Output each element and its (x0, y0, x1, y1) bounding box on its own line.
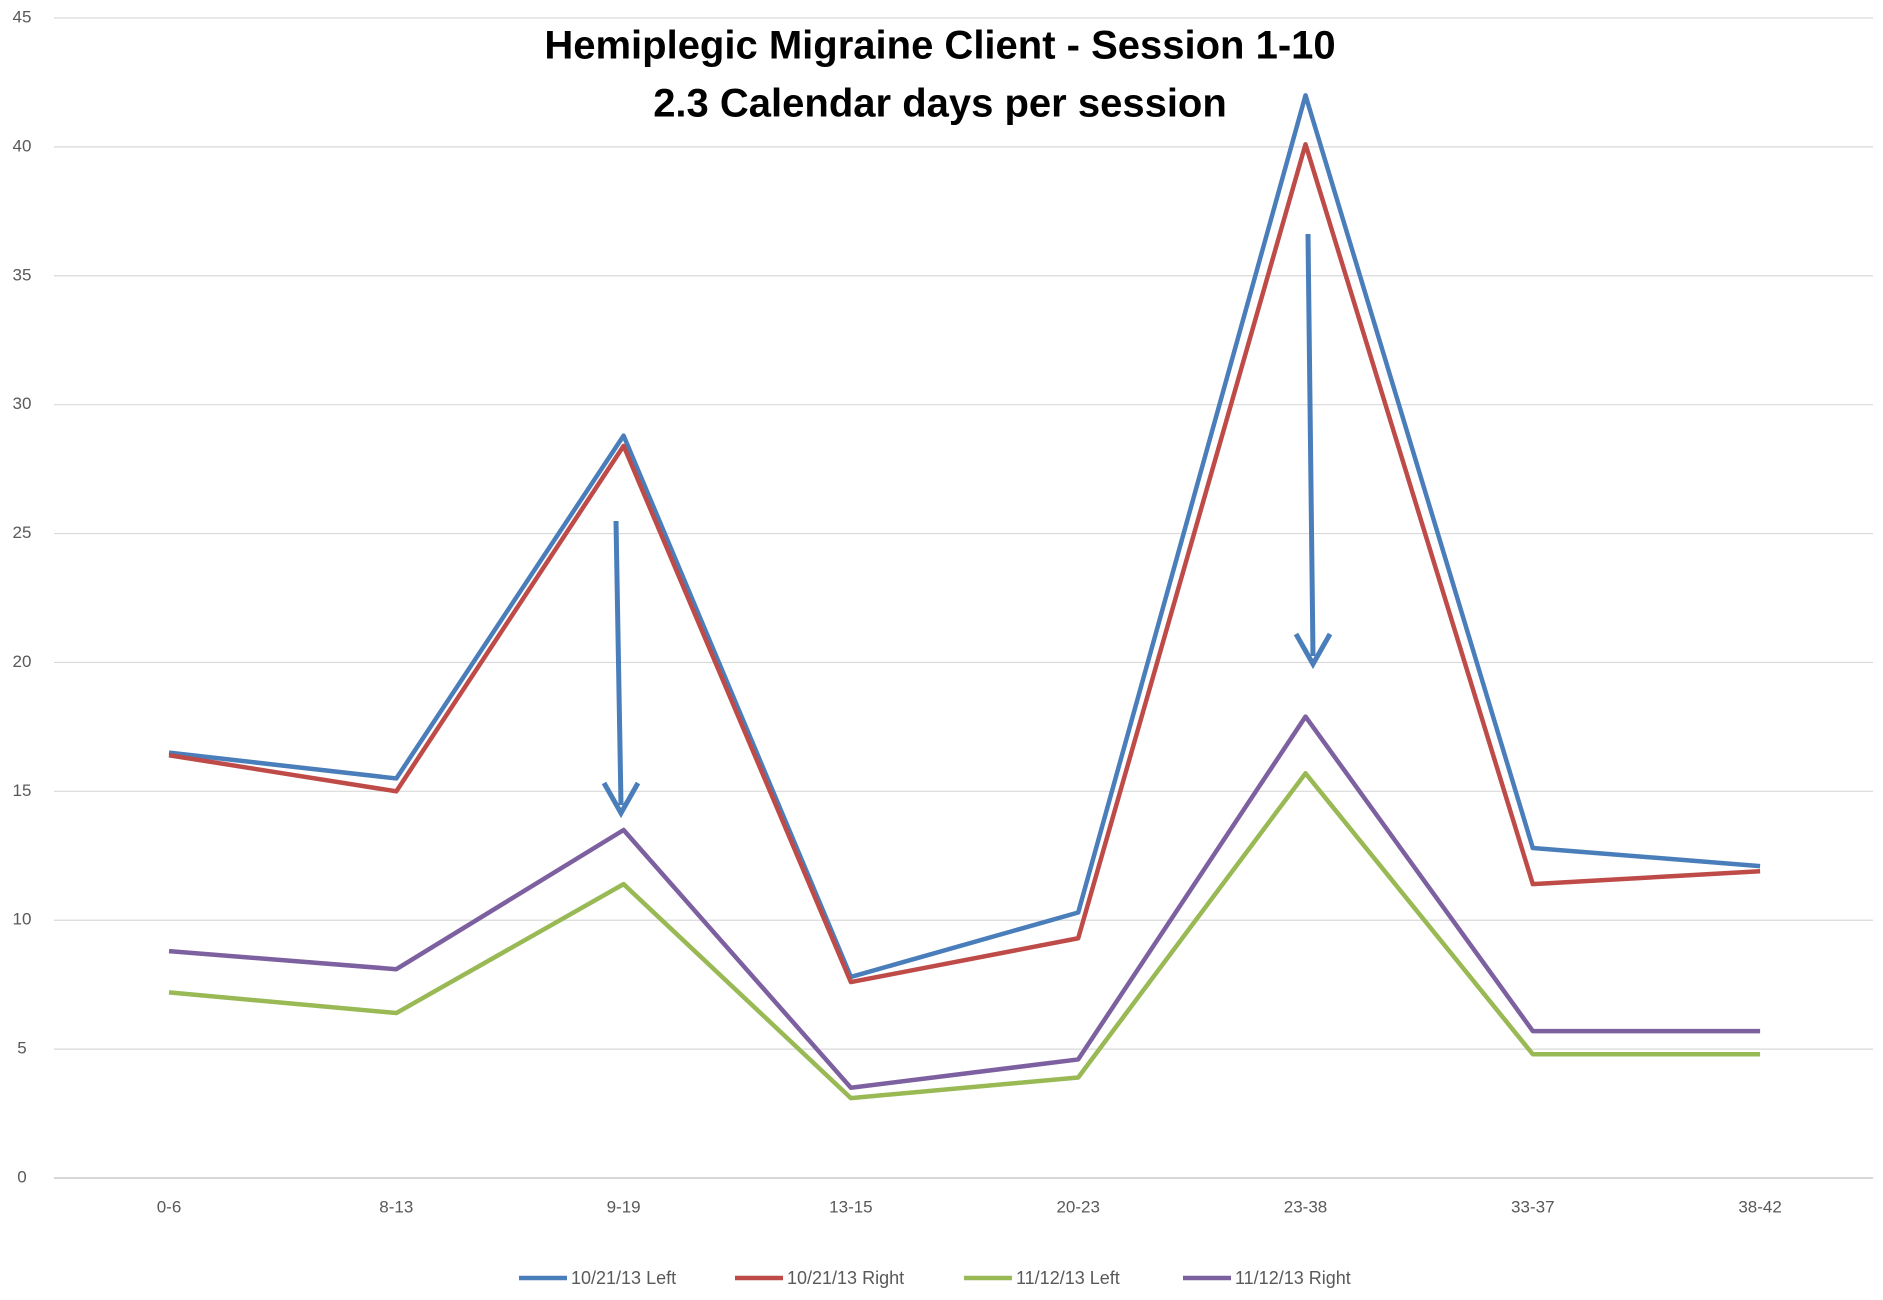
legend-label: 10/21/13 Left (571, 1268, 676, 1288)
y-tick-label: 35 (13, 265, 32, 284)
arrow (1305, 233, 1316, 657)
y-tick-label: 25 (13, 523, 32, 542)
y-tick-label: 10 (13, 910, 32, 929)
y-tick-label: 40 (13, 136, 32, 155)
series-line (168, 93, 1761, 980)
x-tick-label: 0-6 (157, 1197, 182, 1216)
arrow (613, 520, 624, 806)
y-tick-label: 15 (13, 781, 32, 800)
arrow-head (601, 781, 641, 819)
x-tick-label: 13-15 (829, 1197, 872, 1216)
x-tick-label: 20-23 (1056, 1197, 1099, 1216)
x-tick-label: 8-13 (379, 1197, 413, 1216)
x-tick-label: 38-42 (1738, 1197, 1781, 1216)
x-tick-label: 23-38 (1284, 1197, 1327, 1216)
arrow-head (1293, 632, 1333, 670)
legend-label: 11/12/13 Right (1235, 1268, 1351, 1288)
legend-label: 11/12/13 Left (1016, 1268, 1120, 1288)
series-line (168, 142, 1761, 985)
series-line (168, 771, 1761, 1101)
grid (54, 17, 1873, 1179)
x-tick-label: 9-19 (607, 1197, 641, 1216)
y-tick-label: 0 (17, 1167, 26, 1186)
y-tick-label: 30 (13, 394, 32, 413)
y-tick-label: 45 (13, 7, 32, 26)
y-tick-label: 20 (13, 652, 32, 671)
series-line (168, 714, 1761, 1091)
y-tick-label: 5 (17, 1039, 26, 1058)
legend-label: 10/21/13 Right (787, 1268, 904, 1288)
lines (168, 93, 1761, 1101)
x-tick-label: 33-37 (1511, 1197, 1554, 1216)
chart-subtitle: 2.3 Calendar days per session (653, 82, 1227, 126)
chart-title: Hemiplegic Migraine Client - Session 1-1… (544, 24, 1335, 68)
